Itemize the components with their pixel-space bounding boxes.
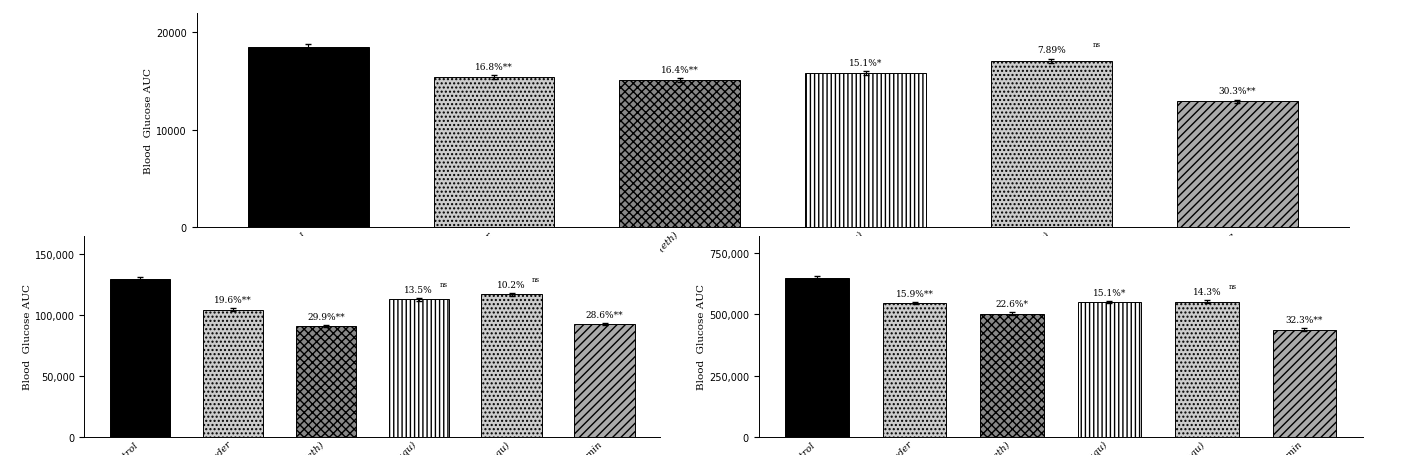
Text: 29.9%**: 29.9%** <box>308 312 344 321</box>
Text: 32.3%**: 32.3%** <box>1286 316 1324 324</box>
Text: ns: ns <box>1228 283 1236 291</box>
Text: 22.6%*: 22.6%* <box>996 300 1028 309</box>
Bar <box>805 74 926 228</box>
Bar <box>1273 330 1336 437</box>
Text: 30.3%**: 30.3%** <box>1218 87 1256 96</box>
Text: 14.3%: 14.3% <box>1193 288 1221 297</box>
Text: ns: ns <box>532 275 540 283</box>
Bar <box>981 314 1044 437</box>
Text: 19.6%**: 19.6%** <box>214 296 251 305</box>
Bar <box>991 62 1111 228</box>
Bar <box>389 300 450 437</box>
Bar <box>110 279 170 437</box>
Bar <box>1175 302 1239 437</box>
Bar <box>785 278 849 437</box>
Bar <box>575 324 635 437</box>
Bar <box>1078 303 1141 437</box>
Y-axis label: Blood  Glucose AUC: Blood Glucose AUC <box>697 284 707 389</box>
Text: 13.5%: 13.5% <box>405 285 433 294</box>
Bar <box>882 303 947 437</box>
Bar <box>434 78 555 228</box>
Text: 15.9%**: 15.9%** <box>895 289 933 298</box>
Y-axis label: Blood  Glucose AUC: Blood Glucose AUC <box>22 284 32 389</box>
Text: 28.6%**: 28.6%** <box>586 310 624 319</box>
Text: 7.89%: 7.89% <box>1037 46 1066 56</box>
Text: (A): (A) <box>762 356 784 370</box>
Bar <box>202 310 263 437</box>
Text: 16.4%**: 16.4%** <box>660 66 698 75</box>
Text: 10.2%: 10.2% <box>497 280 525 289</box>
Text: ns: ns <box>1092 41 1100 49</box>
Text: 15.1%*: 15.1%* <box>1093 288 1127 297</box>
Bar <box>482 295 542 437</box>
Bar <box>295 326 355 437</box>
Text: ns: ns <box>440 280 447 288</box>
Text: 15.1%*: 15.1%* <box>849 59 882 68</box>
Y-axis label: Blood  Glucose AUC: Blood Glucose AUC <box>145 68 153 173</box>
Bar <box>1177 102 1298 228</box>
Text: 16.8%**: 16.8%** <box>475 62 513 71</box>
Bar <box>620 81 740 228</box>
Bar <box>247 48 368 228</box>
